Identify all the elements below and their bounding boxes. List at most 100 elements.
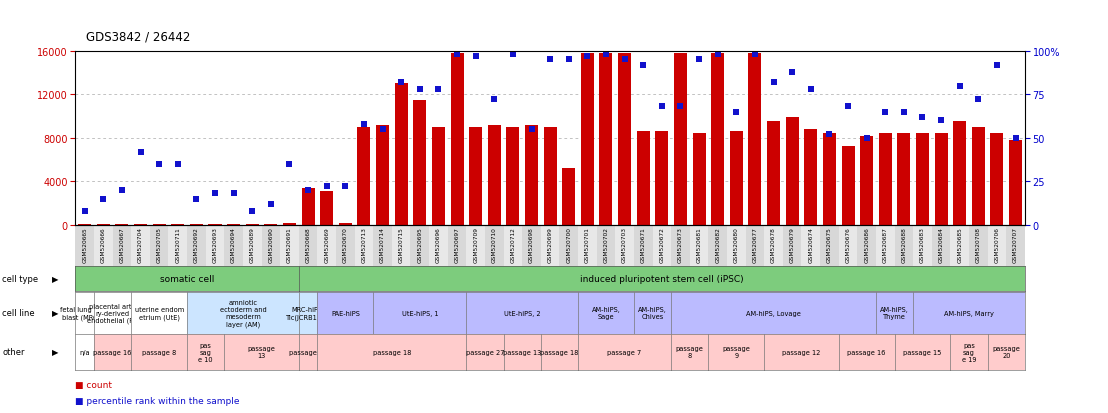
Bar [134,224,147,225]
Text: GDS3842 / 26442: GDS3842 / 26442 [86,31,191,43]
Text: passage 15: passage 15 [903,349,942,355]
Point [225,190,243,197]
Bar [189,224,203,225]
Text: n/a: n/a [80,349,90,355]
Point [951,83,968,90]
Text: ■ count: ■ count [75,380,112,389]
Text: induced pluripotent stem cell (iPSC): induced pluripotent stem cell (iPSC) [579,275,743,284]
Bar [935,134,947,225]
Bar [208,224,222,225]
Bar [283,223,296,225]
Text: passage
8: passage 8 [676,346,704,358]
Bar [265,224,277,225]
Point [373,126,391,133]
Bar [730,132,742,225]
Text: MRC-hiPS,
Tic(JCRB1331: MRC-hiPS, Tic(JCRB1331 [286,306,330,320]
Text: pas
sag
e 10: pas sag e 10 [198,342,213,362]
Point [746,52,763,58]
Point [635,62,653,69]
Point [113,187,131,194]
Text: amniotic
ectoderm and
mesoderm
layer (AM): amniotic ectoderm and mesoderm layer (AM… [219,299,266,327]
Point [448,52,465,58]
Point [839,104,856,110]
Point [280,161,298,168]
Bar [413,100,427,225]
Bar [301,188,315,225]
Text: AM-hiPS,
Sage: AM-hiPS, Sage [592,306,620,320]
Point [821,132,839,138]
Bar [246,224,259,225]
Point [709,52,727,58]
Text: passage 7: passage 7 [607,349,642,355]
Point [728,109,746,116]
Text: ▶: ▶ [52,275,59,284]
Bar [618,54,632,225]
Point [206,190,224,197]
Bar [637,132,649,225]
Bar [394,84,408,225]
Text: passage 22: passage 22 [289,349,327,355]
Text: ▶: ▶ [52,348,59,356]
Point [244,208,261,214]
Point [690,57,708,64]
Bar [879,134,892,225]
Point [876,109,894,116]
Point [430,86,448,93]
Point [392,80,410,86]
Point [261,201,279,208]
Text: passage 27: passage 27 [465,349,504,355]
Point [485,97,503,104]
Text: other: other [2,348,24,356]
Bar [804,130,818,225]
Bar [339,223,352,225]
Text: uterine endom
etrium (UtE): uterine endom etrium (UtE) [134,306,184,320]
Bar [469,128,482,225]
Point [337,184,355,190]
Bar [1009,140,1022,225]
Point [858,135,875,142]
Point [616,57,634,64]
Point [75,208,93,214]
Bar [562,169,575,225]
Bar [320,192,334,225]
Text: AM-hiPS, Marry: AM-hiPS, Marry [944,310,994,316]
Bar [692,134,706,225]
Point [653,104,670,110]
Point [671,104,689,110]
Point [411,86,429,93]
Text: AM-hiPS,
Thyme: AM-hiPS, Thyme [880,306,909,320]
Point [932,118,950,124]
Bar [227,224,240,225]
Text: passage
20: passage 20 [993,346,1020,358]
Bar [172,224,184,225]
Text: passage 13: passage 13 [503,349,542,355]
Bar [506,128,520,225]
Text: passage 16: passage 16 [848,349,885,355]
Point [318,184,336,190]
Point [802,86,820,93]
Bar [655,132,668,225]
Text: passage 8: passage 8 [142,349,176,355]
Point [523,126,541,133]
Point [578,54,596,60]
Point [132,149,150,156]
Text: passage 16: passage 16 [93,349,132,355]
Point [765,80,782,86]
Point [151,161,168,168]
Text: ■ percentile rank within the sample: ■ percentile rank within the sample [75,396,239,405]
Text: ▶: ▶ [52,309,59,318]
Bar [786,118,799,225]
Bar [581,54,594,225]
Bar [451,54,463,225]
Text: UtE-hiPS, 2: UtE-hiPS, 2 [504,310,541,316]
Point [914,114,932,121]
Bar [953,122,966,225]
Bar [972,128,985,225]
Text: pas
sag
e 19: pas sag e 19 [962,342,976,362]
Point [970,97,987,104]
Bar [544,128,556,225]
Point [168,161,186,168]
Text: fetal lung fibro
blast (MRC-5): fetal lung fibro blast (MRC-5) [60,306,110,320]
Point [299,187,317,194]
Text: AM-hiPS,
Chives: AM-hiPS, Chives [638,306,667,320]
